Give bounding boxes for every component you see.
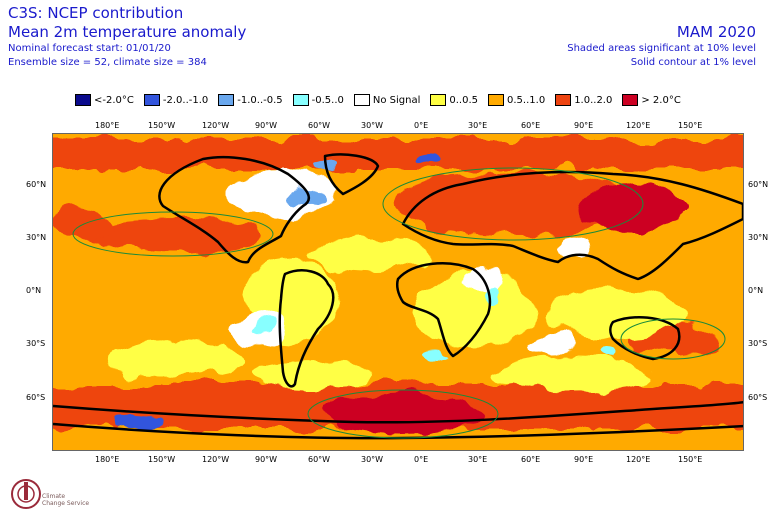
lat-tick-label: 60°S <box>748 393 768 402</box>
legend-item: <-2.0°C <box>75 94 134 106</box>
legend-label: 0.5..1.0 <box>507 94 546 106</box>
lat-tick-label: 60°S <box>26 393 46 402</box>
legend-item: -2.0..-1.0 <box>143 94 209 106</box>
legend-item: 1.0..2.0 <box>555 94 612 106</box>
lat-tick-label: 30°S <box>748 339 768 348</box>
legend-swatch <box>622 94 639 106</box>
header-right: MAM 2020 Shaded areas significant at 10%… <box>567 4 756 70</box>
legend-swatch <box>75 94 91 106</box>
lon-tick-label: 90°W <box>255 121 278 130</box>
legend-item: -1.0..-0.5 <box>218 94 283 106</box>
significance-note: Shaded areas significant at 10% level <box>567 43 756 54</box>
map-svg <box>53 134 743 450</box>
lon-tick-label: 60°E <box>521 455 541 464</box>
significance-contours <box>72 167 726 439</box>
lon-tick-label: 60°W <box>308 455 331 464</box>
map-title: C3S: NCEP contribution <box>8 4 184 22</box>
legend-label: No Signal <box>372 94 421 106</box>
lat-tick-label: 30°N <box>748 233 769 242</box>
lon-tick-label: 120°E <box>626 121 651 130</box>
legend-item: No Signal <box>353 94 421 106</box>
legend-swatch <box>143 94 160 106</box>
lon-tick-label: 120°E <box>626 455 651 464</box>
lat-tick-label: 60°N <box>26 180 47 189</box>
lon-tick-label: 150°W <box>148 455 176 464</box>
lat-tick-label: 0°N <box>26 286 42 295</box>
lon-tick-label: 30°E <box>468 121 488 130</box>
lat-tick-label: 30°N <box>26 233 47 242</box>
header-left: C3S: NCEP contribution Mean 2m temperatu… <box>8 4 246 70</box>
legend-swatch <box>430 94 447 106</box>
color-legend: <-2.0°C -2.0..-1.0 -1.0..-0.5 -0.5..0 No Sig… <box>75 92 691 108</box>
legend-label: 0..0.5 <box>449 94 479 106</box>
lon-tick-label: 150°W <box>148 121 176 130</box>
lon-tick-label: 120°W <box>202 455 230 464</box>
legend-item: > 2.0°C <box>622 94 681 106</box>
legend-swatch <box>292 94 309 106</box>
lon-tick-label: 90°W <box>255 455 278 464</box>
lon-tick-label: 30°W <box>361 455 384 464</box>
legend-label: -1.0..-0.5 <box>237 94 283 106</box>
legend-label: > 2.0°C <box>641 94 681 106</box>
copernicus-logo-icon <box>11 479 41 509</box>
legend-swatch <box>353 94 370 106</box>
lon-tick-label: 120°W <box>202 121 230 130</box>
legend-label: <-2.0°C <box>94 94 134 106</box>
lon-tick-label: 90°E <box>574 455 594 464</box>
legend-label: -0.5..0 <box>311 94 344 106</box>
logo-line1: Climate <box>42 493 66 500</box>
map-subtitle: Mean 2m temperature anomaly <box>8 23 247 41</box>
season-label: MAM 2020 <box>676 23 756 41</box>
legend-swatch <box>488 94 505 106</box>
forecast-start-text: Nominal forecast start: 01/01/20 <box>8 43 171 54</box>
lon-tick-label: 30°E <box>468 455 488 464</box>
ensemble-size-text: Ensemble size = 52, climate size = 384 <box>8 57 207 68</box>
lon-tick-label: 30°W <box>361 121 384 130</box>
lat-tick-label: 30°S <box>26 339 46 348</box>
lon-tick-label: 0°E <box>414 121 429 130</box>
lon-tick-label: 60°W <box>308 121 331 130</box>
contour-note: Solid contour at 1% level <box>630 57 756 68</box>
logo-text: Climate Change Service <box>42 493 89 507</box>
legend-item: 0.5..1.0 <box>488 94 545 106</box>
lon-tick-label: 90°E <box>574 121 594 130</box>
lat-tick-label: 0°N <box>748 286 764 295</box>
lon-tick-label: 0°E <box>414 455 429 464</box>
lon-tick-label: 150°E <box>678 121 703 130</box>
lon-tick-label: 180°E <box>95 455 120 464</box>
legend-label: 1.0..2.0 <box>574 94 613 106</box>
lon-tick-label: 150°E <box>678 455 703 464</box>
legend-swatch <box>555 94 572 106</box>
lat-tick-label: 60°N <box>748 180 769 189</box>
anomaly-map <box>52 133 744 451</box>
lon-tick-label: 180°E <box>95 121 120 130</box>
legend-label: -2.0..-1.0 <box>162 94 209 106</box>
legend-item: 0..0.5 <box>430 94 478 106</box>
lon-tick-label: 60°E <box>521 121 541 130</box>
legend-swatch <box>218 94 235 106</box>
legend-item: -0.5..0 <box>292 94 344 106</box>
logo-line2: Change Service <box>42 500 90 507</box>
